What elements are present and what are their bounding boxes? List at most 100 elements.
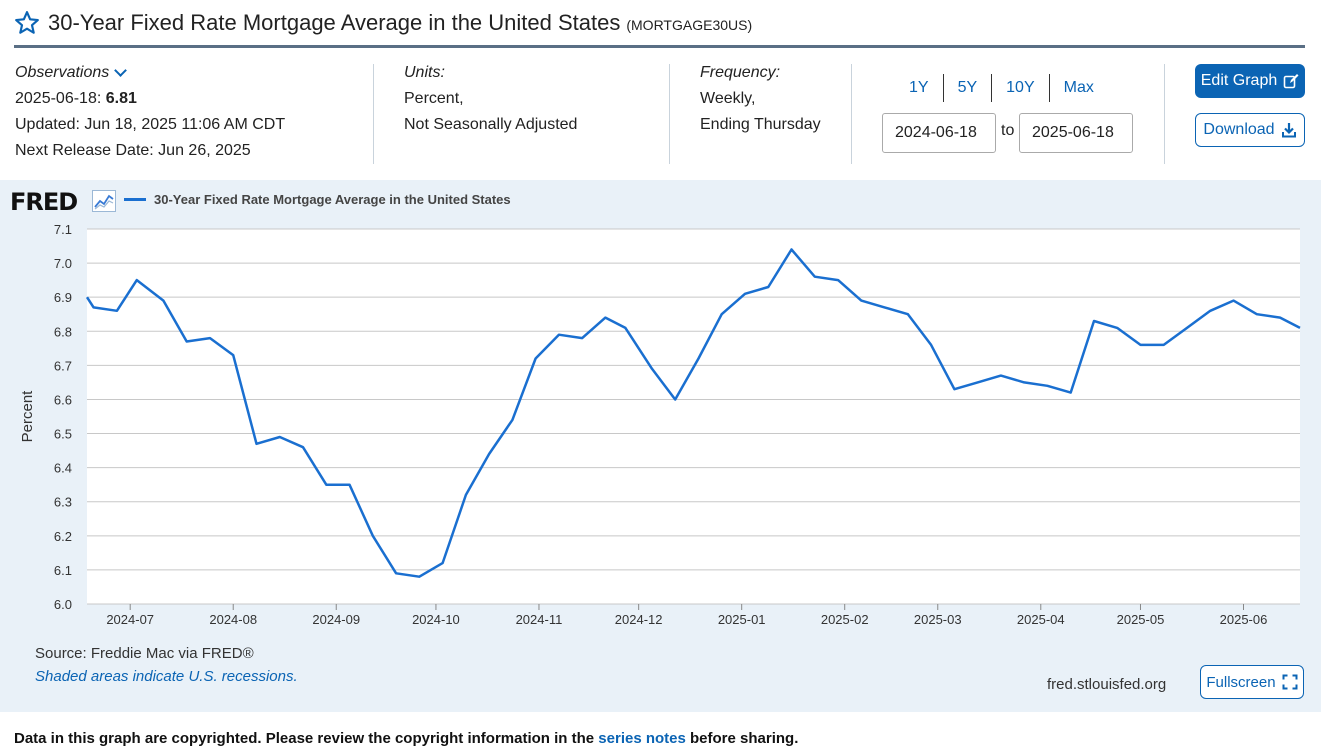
data-point xyxy=(440,560,446,566)
range-10y-button[interactable]: 10Y xyxy=(992,74,1050,102)
x-tick-label: 2024-10 xyxy=(412,612,460,627)
edit-graph-label: Edit Graph xyxy=(1200,72,1278,89)
data-point xyxy=(882,304,888,310)
data-point xyxy=(393,570,399,576)
source-text: Source: Freddie Mac via FRED® xyxy=(35,645,254,662)
observations-toggle[interactable]: Observations xyxy=(15,60,128,86)
data-point xyxy=(207,335,213,341)
data-point xyxy=(695,356,701,362)
range-5y-button[interactable]: 5Y xyxy=(944,74,993,102)
fullscreen-icon xyxy=(1282,674,1298,690)
fullscreen-button[interactable]: Fullscreen xyxy=(1200,665,1304,699)
data-point xyxy=(1254,311,1260,317)
data-point xyxy=(765,284,771,290)
edit-icon xyxy=(1283,74,1299,89)
divider xyxy=(1164,64,1165,164)
frequency-line2: Ending Thursday xyxy=(700,116,821,133)
data-point xyxy=(579,335,585,341)
data-point xyxy=(486,451,492,457)
x-tick-label: 2024-11 xyxy=(516,612,563,627)
x-tick-label: 2025-03 xyxy=(914,612,962,627)
observations-panel: Observations 2025-06-18: 6.81 Updated: J… xyxy=(15,60,365,170)
start-date-input[interactable] xyxy=(882,113,996,153)
data-point xyxy=(1231,298,1237,304)
range-max-button[interactable]: Max xyxy=(1050,74,1108,102)
data-point xyxy=(300,444,306,450)
graph-icon xyxy=(92,190,116,212)
data-point xyxy=(277,434,283,440)
observation-date: 2025-06-18 xyxy=(15,90,97,107)
data-point xyxy=(835,277,841,283)
range-1y-button[interactable]: 1Y xyxy=(895,74,944,102)
fullscreen-label: Fullscreen xyxy=(1206,673,1276,691)
y-tick-label: 6.7 xyxy=(54,358,72,373)
download-label: Download xyxy=(1203,121,1275,138)
star-icon[interactable] xyxy=(14,10,40,36)
frequency-line1: Weekly, xyxy=(700,90,756,107)
divider xyxy=(669,64,670,164)
data-point xyxy=(416,574,422,580)
footer-text-before: Data in this graph are copyrighted. Plea… xyxy=(14,730,599,747)
data-point xyxy=(253,441,259,447)
y-axis-label: Percent xyxy=(19,390,36,443)
series-line xyxy=(85,248,1301,578)
data-point xyxy=(928,342,934,348)
data-point xyxy=(1297,325,1303,331)
divider xyxy=(851,64,852,164)
download-icon xyxy=(1281,123,1296,138)
data-point xyxy=(905,311,911,317)
data-point xyxy=(742,291,748,297)
data-point xyxy=(347,482,353,488)
data-point xyxy=(1137,342,1143,348)
y-tick-label: 6.4 xyxy=(54,461,72,476)
observation-value: 6.81 xyxy=(105,90,137,107)
x-tick-label: 2024-07 xyxy=(106,612,154,627)
data-point xyxy=(230,352,236,358)
data-point xyxy=(533,356,539,362)
data-point xyxy=(1091,318,1097,324)
x-tick-label: 2024-08 xyxy=(209,612,257,627)
data-point xyxy=(622,325,628,331)
download-button[interactable]: Download xyxy=(1195,113,1305,147)
x-tick-label: 2025-05 xyxy=(1117,612,1165,627)
data-point xyxy=(858,298,864,304)
y-tick-label: 6.5 xyxy=(54,427,72,442)
divider xyxy=(373,64,374,164)
legend-label: 30-Year Fixed Rate Mortgage Average in t… xyxy=(154,192,511,207)
y-tick-label: 6.2 xyxy=(54,529,72,544)
data-point xyxy=(370,533,376,539)
y-tick-label: 6.6 xyxy=(54,392,72,407)
end-date-input[interactable] xyxy=(1019,113,1133,153)
data-point xyxy=(672,396,678,402)
data-point xyxy=(463,492,469,498)
x-tick-label: 2025-06 xyxy=(1220,612,1268,627)
data-point xyxy=(114,308,120,314)
updated-text: Updated: Jun 18, 2025 11:06 AM CDT xyxy=(15,116,286,133)
next-release-link[interactable]: Next Release Date: Jun 26, 2025 xyxy=(15,142,251,159)
data-point xyxy=(509,417,515,423)
data-point xyxy=(91,304,97,310)
units-line1: Percent, xyxy=(404,90,464,107)
x-tick-label: 2024-12 xyxy=(615,612,663,627)
data-point xyxy=(1161,342,1167,348)
data-point xyxy=(1114,325,1120,331)
fred-url: fred.stlouisfed.org xyxy=(1047,676,1167,693)
copyright-notice: Data in this graph are copyrighted. Plea… xyxy=(14,730,798,747)
latest-observation: 2025-06-18: 6.81 xyxy=(15,90,137,107)
data-point xyxy=(184,339,190,345)
series-notes-link[interactable]: series notes xyxy=(598,730,686,747)
title-row: 30-Year Fixed Rate Mortgage Average in t… xyxy=(14,8,752,38)
units-panel: Units: Percent, Not Seasonally Adjusted xyxy=(404,60,654,170)
recessions-link[interactable]: Shaded areas indicate U.S. recessions. xyxy=(35,668,298,685)
fred-logo: FRED xyxy=(10,188,78,216)
data-point xyxy=(1184,325,1190,331)
y-tick-label: 6.0 xyxy=(54,597,72,612)
x-tick-label: 2025-02 xyxy=(821,612,869,627)
data-point xyxy=(160,298,166,304)
observations-label: Observations xyxy=(15,64,110,81)
edit-graph-button[interactable]: Edit Graph xyxy=(1195,64,1305,98)
data-point xyxy=(556,332,562,338)
line-chart[interactable]: 6.0 6.1 6.2 6.3 6.4 6.5 6.6 6.7 6.8 6.9 7.0 7.1 2024… xyxy=(0,180,1321,640)
y-tick-label: 6.1 xyxy=(54,563,72,578)
footer-text-after: before sharing. xyxy=(685,730,799,747)
